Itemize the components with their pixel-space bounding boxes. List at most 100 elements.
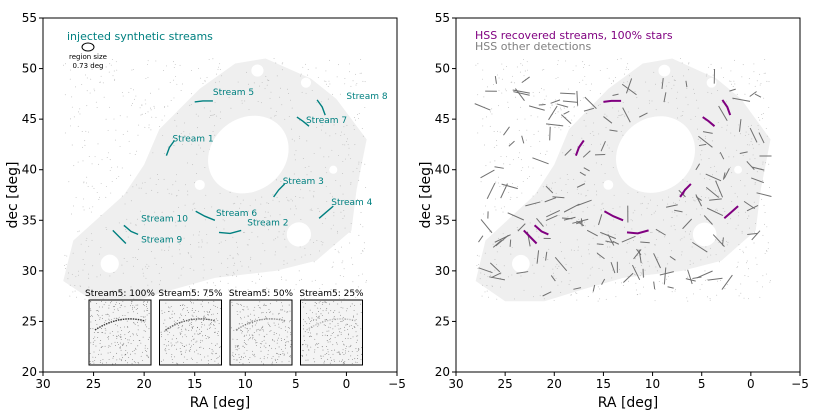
inset-star	[134, 362, 136, 364]
detection-segment	[549, 126, 551, 141]
star-speck	[153, 107, 155, 109]
star-speck	[147, 64, 149, 65]
star-speck	[709, 247, 711, 249]
star-speck	[122, 134, 124, 136]
star-speck	[282, 233, 284, 235]
star-speck	[174, 63, 176, 65]
inset-star	[329, 327, 331, 329]
star-speck	[523, 75, 525, 77]
inset-star	[106, 313, 108, 315]
star-speck	[691, 246, 693, 248]
star-speck	[651, 214, 653, 216]
inset-star	[185, 349, 187, 351]
star-speck	[78, 111, 80, 113]
star-speck	[105, 66, 107, 68]
detection-segment	[756, 192, 772, 197]
star-speck	[761, 286, 763, 288]
star-speck	[130, 200, 132, 202]
star-speck	[247, 244, 249, 246]
inset-star	[282, 309, 283, 311]
inset-star	[318, 315, 320, 317]
star-speck	[485, 116, 487, 118]
star-speck	[291, 107, 293, 109]
inset-star	[92, 361, 94, 363]
inset-title: Stream5: 75%	[158, 289, 223, 299]
inset-star	[352, 336, 354, 338]
inset-star	[120, 336, 122, 338]
star-speck	[88, 273, 89, 275]
inset-star	[259, 329, 261, 331]
inset-star	[248, 358, 250, 360]
detection-segment	[536, 217, 544, 227]
detection-segment	[609, 129, 618, 132]
detection-segment	[494, 75, 497, 84]
inset-star	[109, 332, 111, 334]
inset-star	[191, 326, 193, 328]
inset-star	[256, 329, 258, 331]
star-speck	[214, 101, 216, 103]
inset-star	[301, 355, 303, 357]
star-speck	[155, 184, 157, 186]
star-speck	[192, 203, 194, 205]
inset-star	[165, 302, 167, 304]
star-speck	[359, 97, 361, 99]
star-speck	[166, 292, 168, 294]
inset-star	[115, 304, 117, 306]
inset-star	[287, 331, 289, 333]
star-speck	[69, 284, 71, 286]
star-speck	[251, 281, 253, 282]
star-speck	[484, 291, 486, 293]
star-speck	[228, 289, 230, 291]
star-speck	[723, 76, 724, 78]
star-speck	[294, 259, 296, 261]
inset-star	[249, 356, 251, 358]
star-speck	[290, 99, 292, 101]
inset-star	[169, 318, 171, 320]
star-speck	[157, 192, 159, 194]
star-speck	[163, 178, 165, 180]
star-speck	[688, 233, 690, 235]
inset-star	[312, 312, 314, 314]
star-speck	[244, 231, 246, 233]
detection-segment	[709, 198, 722, 201]
inset-star	[350, 324, 352, 326]
star-speck	[740, 180, 741, 182]
star-speck	[225, 239, 227, 241]
star-speck	[202, 277, 204, 279]
star-speck	[96, 107, 98, 109]
star-speck	[568, 272, 570, 274]
star-speck	[501, 92, 503, 94]
star-speck	[212, 114, 214, 116]
inset-star	[330, 310, 332, 312]
star-speck	[627, 69, 629, 71]
star-speck	[716, 171, 717, 173]
detection-segment	[596, 252, 605, 260]
star-speck	[335, 133, 337, 135]
star-speck	[279, 297, 281, 299]
star-speck	[208, 59, 210, 60]
star-speck	[295, 208, 297, 210]
star-speck	[86, 237, 88, 239]
star-speck	[185, 184, 186, 186]
star-speck	[173, 97, 175, 99]
star-speck	[138, 124, 140, 126]
star-speck	[304, 247, 306, 249]
star-speck	[768, 81, 770, 83]
star-speck	[595, 162, 597, 164]
star-speck	[543, 265, 545, 267]
inset-star	[97, 332, 98, 334]
star-speck	[96, 191, 98, 193]
star-speck	[299, 135, 301, 137]
inset-star	[272, 339, 274, 341]
star-speck	[509, 143, 510, 145]
star-speck	[219, 69, 221, 71]
inset-star	[93, 338, 95, 339]
inset-star	[248, 361, 250, 363]
detection-segment	[639, 112, 648, 118]
detection-segment	[663, 92, 667, 103]
inset-star	[167, 330, 169, 332]
detection-segment	[698, 135, 713, 148]
star-speck	[735, 288, 737, 290]
inset-star	[140, 355, 142, 357]
inset-star	[137, 329, 139, 331]
